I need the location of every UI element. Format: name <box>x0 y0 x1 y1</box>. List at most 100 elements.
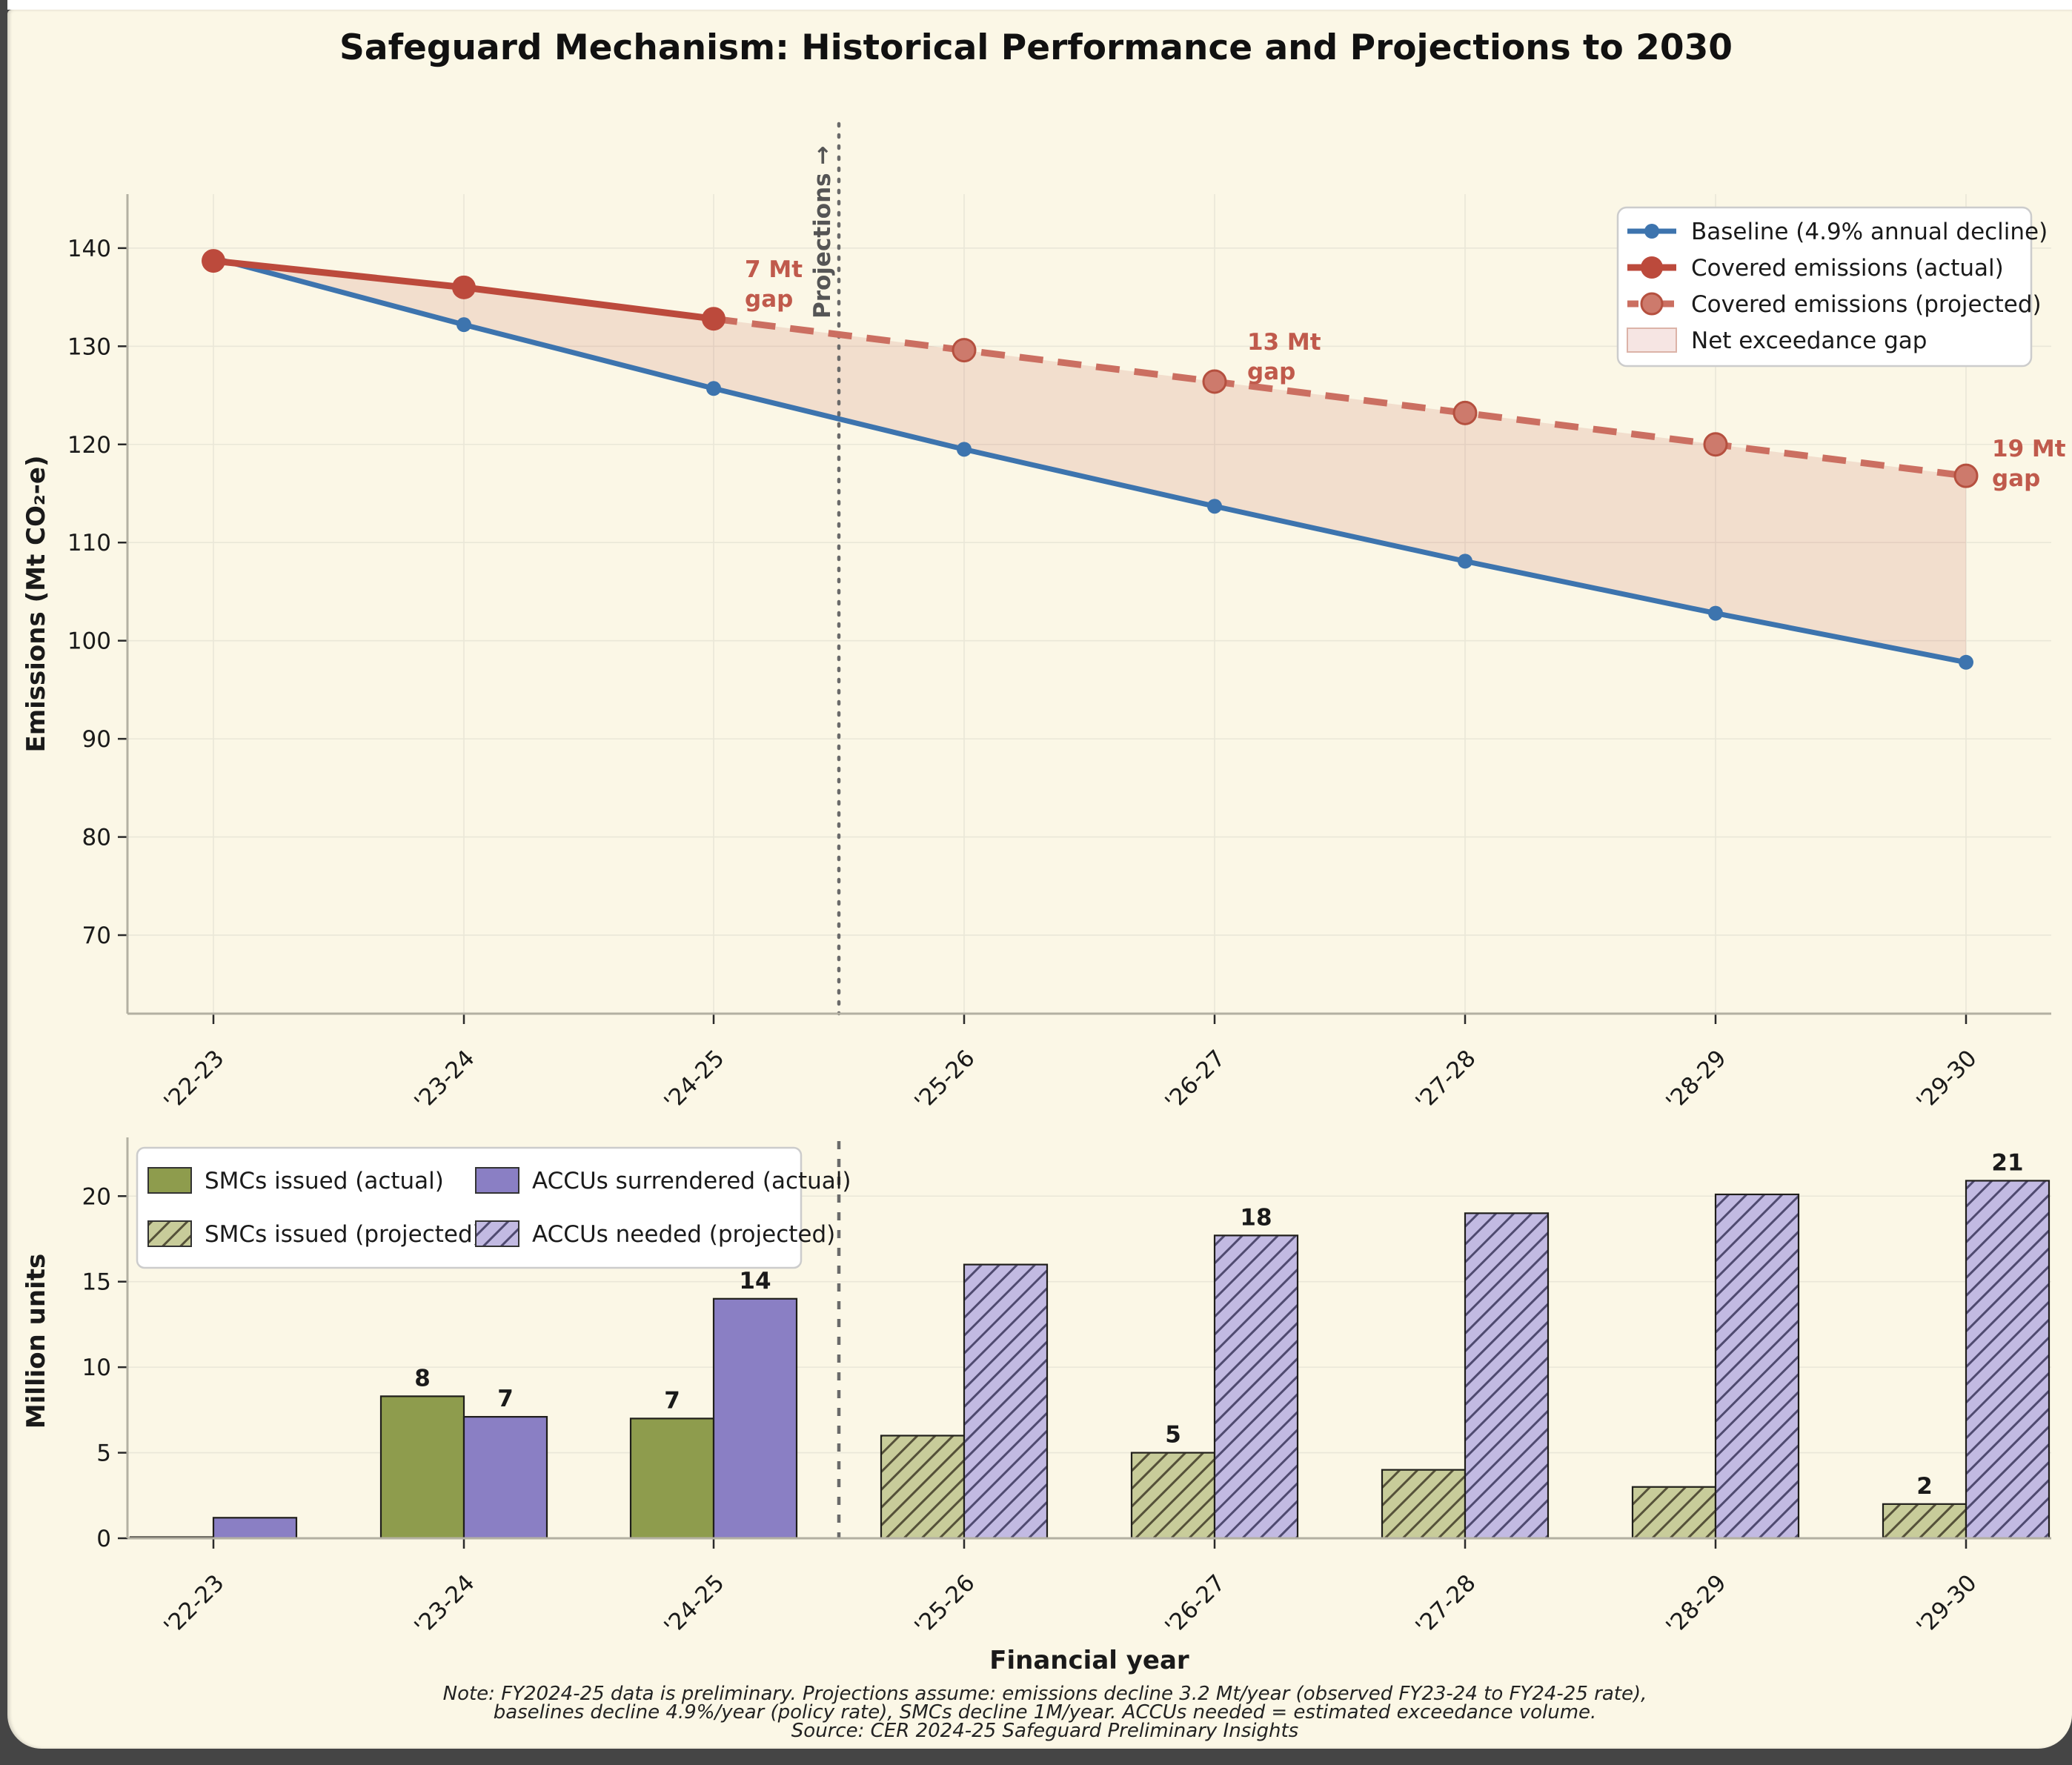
gap-annotation-2-value: 13 Mt <box>1247 329 1321 356</box>
baseline-point-'23-24 <box>456 317 471 333</box>
baseline-point-'25-26 <box>957 442 972 457</box>
legend-swatch-accu_purple <box>475 1167 519 1194</box>
bar-hatch-overlay <box>1383 1470 1464 1538</box>
emissions-line-chart: 70 80 90 100 110 120 130 140 Projections →7 Mt ga… <box>67 122 2066 1115</box>
bottom-x-tick-label-'26-27: '26-27 <box>1160 1569 1230 1640</box>
y-tick-label-90: 90 <box>82 726 111 753</box>
projections-direction-label: Projections → <box>809 146 836 319</box>
gap-annotation-2-word: gap <box>1247 359 1295 385</box>
legend-label-2: Covered emissions (actual) <box>1691 255 2004 282</box>
emissions-y-axis-title: Emissions (Mt CO₂-e) <box>21 456 51 753</box>
bottom-x-tick-label-'23-24: '23-24 <box>409 1569 479 1640</box>
bottom-x-tick-label-'27-28: '27-28 <box>1410 1569 1481 1640</box>
legend-label-4: Net exceedance gap <box>1691 328 1927 354</box>
bar-value-label-8: 8 <box>414 1365 431 1392</box>
bottom-x-tick-label-'24-25: '24-25 <box>659 1569 729 1640</box>
y-tick-label-70: 70 <box>82 923 111 949</box>
bottom-x-tick-label-'28-29: '28-29 <box>1661 1569 1731 1640</box>
bar-value-label-7: 7 <box>497 1386 514 1412</box>
projected-emissions-point-'28-29 <box>1703 432 1728 457</box>
projected-emissions-line <box>713 315 1967 479</box>
bar-value-label-5: 5 <box>1165 1422 1181 1449</box>
baseline-point-'26-27 <box>1207 499 1222 514</box>
bar-hatch-overlay <box>1215 1236 1297 1538</box>
projected-emissions-point-'26-27 <box>1202 369 1227 394</box>
footnote-line-1: Note: FY2024-25 data is preliminary. Pro… <box>443 1683 1647 1705</box>
window-top-strip <box>7 0 2072 10</box>
bottom-y-tick-label-10: 10 <box>82 1355 111 1381</box>
legend-label-3: Covered emissions (projected) <box>1691 291 2042 318</box>
units-y-axis-title: Million units <box>21 1254 51 1429</box>
bottom-legend-label: ACCUs surrendered (actual) <box>532 1168 851 1194</box>
page-title: Safeguard Mechanism: Historical Performa… <box>339 27 1733 68</box>
bottom-y-tick-label-15: 15 <box>82 1269 111 1296</box>
actual-emissions-point-'24-25 <box>702 307 725 331</box>
bar-hatch-overlay <box>1466 1214 1547 1538</box>
legend-swatch-hatch <box>149 1222 190 1246</box>
y-tick-label-130: 130 <box>67 333 111 360</box>
projected-emissions-point-'25-26 <box>952 338 977 363</box>
bar-hatch-overlay <box>1716 1194 1798 1538</box>
bottom-y-tick-label-5: 5 <box>96 1440 111 1467</box>
y-tick-label-110: 110 <box>67 530 111 556</box>
footnote-line-3: Source: CER 2024-25 Safeguard Preliminar… <box>791 1720 1298 1742</box>
bottom-x-tick-label-'29-30: '29-30 <box>1911 1569 1982 1640</box>
baseline-line <box>213 255 1967 665</box>
x-tick-label-'29-30: '29-30 <box>1911 1045 1982 1115</box>
bar-value-label-14: 14 <box>739 1268 771 1294</box>
bar-accus-'22-23 <box>212 1517 298 1540</box>
legend-projected-marker <box>1640 292 1664 316</box>
baseline-point-'24-25 <box>706 381 721 396</box>
actual-emissions-point-'23-24 <box>452 275 476 299</box>
baseline-point-'29-30 <box>1959 654 1973 670</box>
bar-value-label-2: 2 <box>1916 1473 1933 1500</box>
bar-value-label-7: 7 <box>664 1387 680 1414</box>
bar-hatch-overlay <box>882 1436 963 1538</box>
legend-swatch-hatch <box>477 1222 518 1246</box>
projected-emissions-point-'29-30 <box>1953 463 1979 488</box>
legend-gap-swatch <box>1627 328 1677 353</box>
x-tick-label-'22-23: '22-23 <box>159 1045 229 1115</box>
legend-label-1: Baseline (4.9% annual decline) <box>1691 219 2048 245</box>
y-tick-label-100: 100 <box>67 628 111 655</box>
bottom-x-tick-label-'25-26: '25-26 <box>909 1569 980 1640</box>
actual-emissions-point-'22-23 <box>202 249 225 273</box>
bottom-legend-box <box>136 1146 803 1269</box>
baseline-point-'28-29 <box>1708 605 1723 621</box>
bar-hatch-overlay <box>1884 1504 1965 1538</box>
x-tick-label-'26-27: '26-27 <box>1160 1045 1230 1115</box>
gap-annotation-1-word: gap <box>745 286 793 313</box>
units-bar-chart: 0 5 10 15 20 8 7 5 2 7 14 18 21 '22-23 '23-24 '24-25 '25… <box>82 1137 2051 1640</box>
bar-value-label-18: 18 <box>1240 1204 1272 1231</box>
gap-annotation-3-word: gap <box>1992 465 2040 492</box>
gap-annotation-1-value: 7 Mt <box>745 256 803 283</box>
bar-hatch-overlay <box>965 1265 1046 1538</box>
bar-value-label-21: 21 <box>1991 1149 2023 1176</box>
net-exceedance-gap-area <box>213 258 1966 662</box>
footnote-line-2: baselines decline 4.9%/year (policy rate… <box>494 1701 1597 1724</box>
gap-annotation-3-value: 19 Mt <box>1992 436 2066 462</box>
x-tick-label-'25-26: '25-26 <box>909 1045 980 1115</box>
baseline-point-'27-28 <box>1458 554 1472 569</box>
x-tick-label-'28-29: '28-29 <box>1661 1045 1731 1115</box>
y-tick-label-140: 140 <box>67 236 111 262</box>
bottom-legend-label: SMCs issued (actual) <box>205 1168 444 1194</box>
legend-actual-marker <box>1641 256 1663 279</box>
bottom-legend-label: ACCUs needed (projected) <box>532 1221 835 1248</box>
bar-accus-'23-24 <box>462 1415 548 1540</box>
y-tick-label-80: 80 <box>82 825 111 851</box>
bottom-legend-label: SMCs issued (projected) <box>205 1221 482 1248</box>
projected-emissions-point-'27-28 <box>1452 400 1478 425</box>
legend-baseline-marker <box>1644 224 1659 239</box>
financial-year-x-axis-title: Financial year <box>989 1646 1189 1675</box>
x-tick-label-'23-24: '23-24 <box>409 1045 479 1115</box>
bar-hatch-overlay <box>1967 1181 2048 1538</box>
bottom-y-tick-label-0: 0 <box>96 1526 111 1552</box>
bar-smcs-'24-25 <box>629 1417 715 1540</box>
bar-hatch-overlay <box>1132 1453 1214 1538</box>
bar-smcs-'23-24 <box>379 1395 465 1540</box>
bar-accus-'24-25 <box>712 1297 798 1540</box>
x-tick-label-'27-28: '27-28 <box>1410 1045 1481 1115</box>
